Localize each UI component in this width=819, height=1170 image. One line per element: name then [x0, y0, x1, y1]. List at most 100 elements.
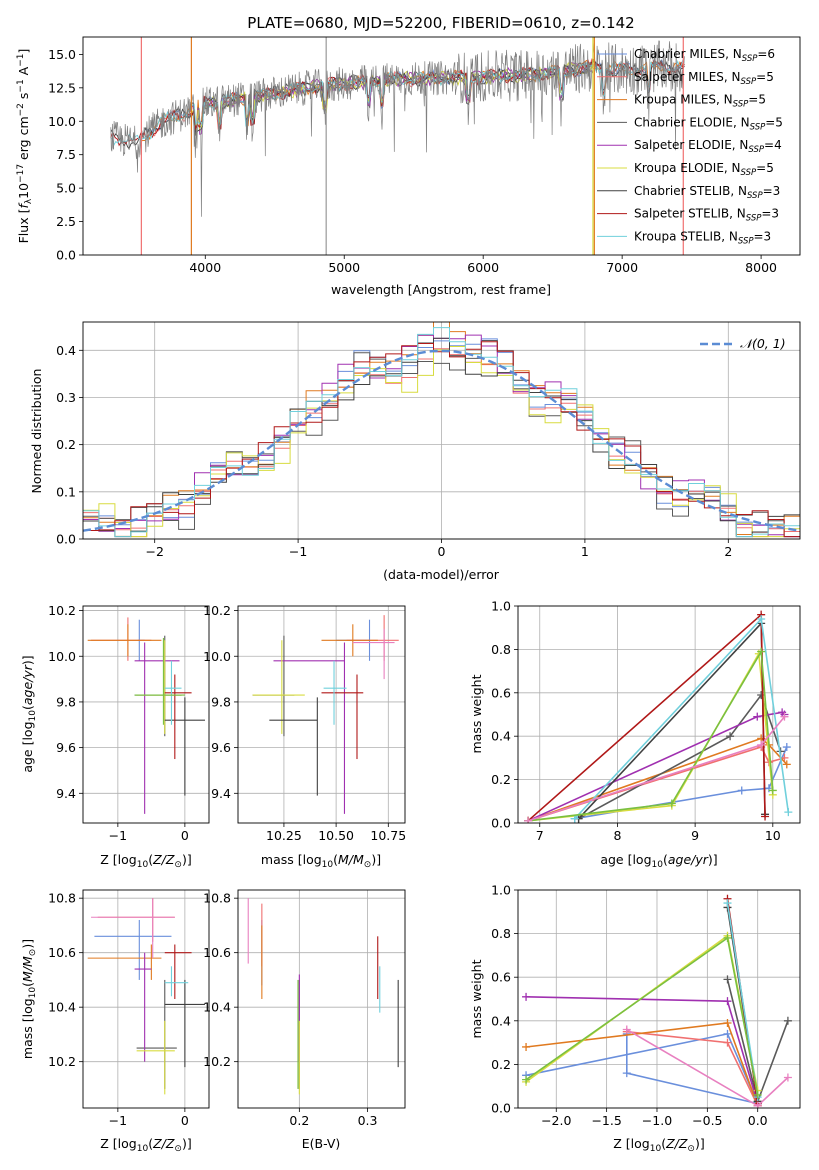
legend-label: Chabrier ELODIE, NSSP=5	[634, 115, 783, 132]
x-tick-label: 7	[536, 828, 544, 843]
x-tick-label: 0.3	[358, 1113, 378, 1128]
weight-marker	[723, 1038, 732, 1047]
y-tick-label: 9.6	[56, 740, 76, 755]
mass-ebv-xlabel: E(B-V)	[302, 1136, 341, 1151]
y-tick-label: 0.0	[56, 248, 76, 263]
x-tick-label: 5000	[328, 260, 360, 275]
residual-frame	[82, 321, 801, 540]
age_vs_mass-plot	[252, 615, 399, 814]
y-tick-label: 7.5	[56, 147, 76, 162]
x-tick-label: 7000	[606, 260, 638, 275]
age-Z-ylabel: age [log10(age/yr)]	[20, 655, 38, 772]
weight-line	[525, 936, 759, 1096]
age_vs_Z-frame	[82, 605, 210, 824]
y-tick-label: 10.0	[48, 649, 76, 664]
y-tick-label: 10.2	[48, 1054, 76, 1069]
y-tick-label: 9.8	[56, 694, 76, 709]
weight-marker	[783, 1016, 792, 1025]
y-tick-label: 0.4	[491, 729, 511, 744]
weight-line	[578, 621, 766, 820]
residual-plot	[83, 322, 800, 538]
x-tick-label: −2	[145, 544, 163, 559]
spectrum-plot	[110, 37, 685, 255]
legend-label: Kroupa ELODIE, NSSP=5	[634, 161, 774, 178]
y-tick-label: 15.0	[48, 47, 76, 62]
y-tick-label: 0.1	[56, 484, 76, 499]
weight-line	[527, 612, 766, 822]
x-tick-label: −1	[109, 1113, 127, 1128]
spectrum-legend: Chabrier MILES, NSSP=6 Salpeter MILES, NS…	[597, 47, 783, 246]
y-tick-label: 9.6	[211, 740, 231, 755]
weight-marker	[524, 816, 533, 823]
weight-line	[527, 746, 785, 822]
weight-marker	[723, 1029, 732, 1038]
y-tick-label: 0.8	[491, 642, 511, 657]
x-tick-label: 0	[181, 828, 189, 843]
mass-Z-xlabel: Z [log10(Z/Z⊙)]	[100, 1136, 191, 1154]
y-tick-label: 9.4	[211, 786, 231, 801]
weight-marker	[783, 1073, 792, 1082]
y-tick-label: 10.2	[203, 1054, 231, 1069]
y-tick-label: 0.4	[491, 1013, 511, 1028]
y-tick-label: 12.5	[48, 80, 76, 95]
weight-marker	[522, 992, 531, 1001]
y-tick-label: 10.4	[48, 1000, 76, 1015]
x-tick-label: −1	[289, 544, 307, 559]
x-tick-label: 0.2	[289, 1113, 309, 1128]
weight-line	[527, 711, 786, 822]
x-tick-label: 8	[613, 828, 621, 843]
weight-marker	[757, 647, 766, 656]
y-tick-label: 10.2	[203, 603, 231, 618]
mass-Z-ylabel: mass [log10(M/M⊙)]	[20, 939, 38, 1059]
residuals-axes: −2 −1 0 1 2 0.0 0.1 0.2 0.3 0.4	[56, 322, 800, 559]
x-tick-label: 2	[724, 544, 732, 559]
x-tick-label: −1	[109, 828, 127, 843]
weight-marker	[622, 1069, 631, 1078]
x-tick-label: 0	[438, 544, 446, 559]
weight_vs_age-plot	[524, 610, 793, 823]
residual-ylabel: Normed distribution	[29, 369, 44, 494]
weight-marker	[726, 732, 735, 741]
mass_vs_ebv-axes: 0.2 0.3 10.2 10.4 10.6 10.8	[203, 890, 405, 1128]
legend-label: Salpeter STELIB, NSSP=3	[634, 207, 779, 224]
spectrum-ylabel: Flux [fλ10−17 erg cm−2 s−1 A−1]	[16, 49, 34, 244]
y-tick-label: 0.4	[56, 343, 76, 358]
x-tick-label: −1.5	[591, 1113, 621, 1128]
normal-curve	[83, 349, 800, 532]
legend-label: Salpeter ELODIE, NSSP=4	[634, 138, 782, 155]
x-tick-label: 1	[581, 544, 589, 559]
x-tick-label: 9	[691, 828, 699, 843]
weight-marker	[761, 812, 770, 821]
weight-age-xlabel: age [log10(age/yr)]	[600, 852, 717, 870]
weight-marker	[723, 933, 732, 942]
observed-spectrum	[110, 40, 685, 217]
weight-Z-ylabel: mass weight	[469, 959, 484, 1038]
weight-line	[526, 996, 759, 1104]
legend-label: Salpeter MILES, NSSP=5	[634, 70, 774, 87]
residual-histogram	[83, 327, 800, 538]
weight-marker	[522, 1042, 531, 1051]
spectrum-xlabel: wavelength [Angstrom, rest frame]	[331, 282, 551, 297]
y-tick-label: 0.0	[491, 816, 511, 831]
residual-histogram	[83, 337, 800, 538]
y-tick-label: 1.0	[491, 883, 511, 898]
weight-line	[525, 1032, 760, 1105]
weight-marker	[757, 690, 766, 699]
weight-marker	[753, 712, 762, 721]
mass_vs_ebv-frame	[237, 889, 406, 1109]
legend-label: Kroupa MILES, NSSP=5	[634, 93, 766, 110]
weight-marker	[784, 808, 793, 817]
y-tick-label: 1.0	[491, 599, 511, 614]
weight_vs_age-frame	[517, 605, 801, 824]
weight-marker	[723, 899, 732, 908]
weight-marker	[757, 740, 766, 749]
figure-title: PLATE=0680, MJD=52200, FIBERID=0610, z=0…	[247, 14, 634, 32]
weight-age-ylabel: mass weight	[469, 674, 484, 753]
residual-xlabel: (data-model)/error	[383, 567, 500, 582]
x-tick-label: 6000	[467, 260, 499, 275]
y-tick-label: 10.2	[48, 603, 76, 618]
weight-marker	[782, 743, 791, 752]
residual-histogram	[83, 340, 800, 538]
y-tick-label: 0.2	[491, 1057, 511, 1072]
